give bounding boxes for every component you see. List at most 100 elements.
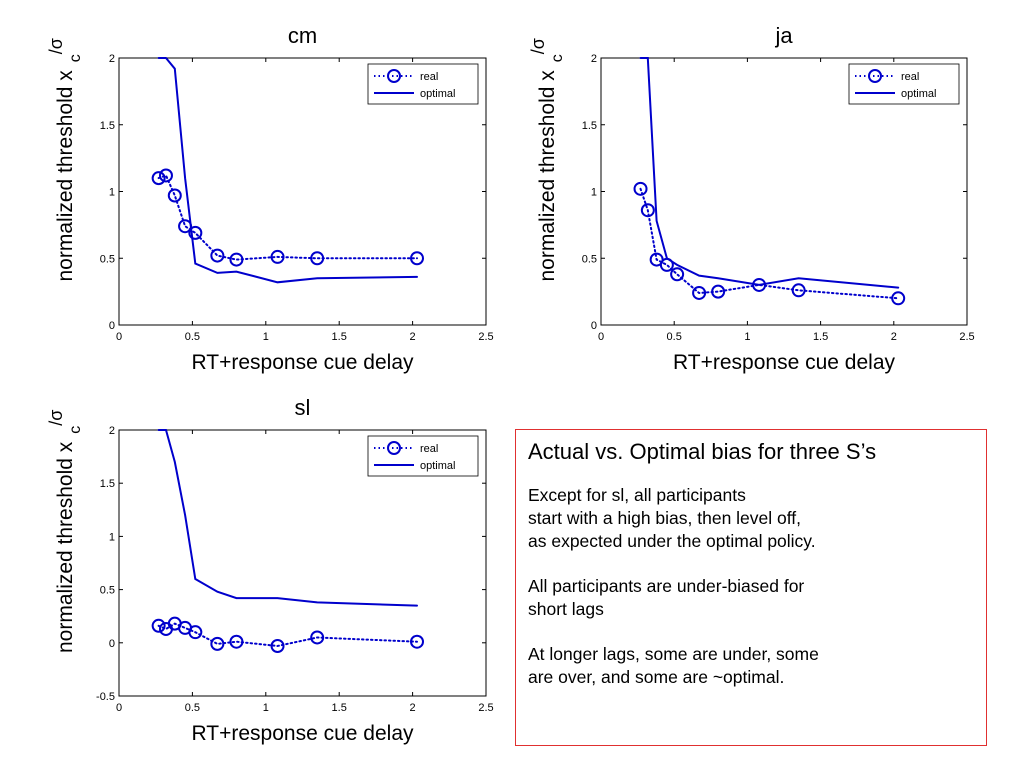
data-point-real — [711, 284, 726, 299]
x-tick-label: 2 — [410, 702, 416, 714]
data-point-real — [633, 181, 648, 196]
x-tick-label: 0.5 — [185, 331, 200, 343]
y-tick-label: 1.5 — [582, 120, 597, 132]
x-tick-label: 2 — [410, 331, 416, 343]
chart-title: sl — [295, 395, 311, 420]
data-point-real — [210, 636, 225, 651]
summary-line: short lags — [528, 599, 604, 619]
chart-title: cm — [288, 23, 317, 48]
y-tick-label: -0.5 — [96, 691, 115, 703]
y-tick-label: 2 — [109, 425, 115, 437]
summary-line: start with a high bias, then level off, — [528, 508, 802, 528]
y-axis-label-sup: /σ — [528, 38, 548, 54]
x-tick-label: 0.5 — [185, 702, 200, 714]
summary-line: Except for sl, all participants — [528, 485, 746, 505]
y-axis-label-main: normalized threshold x — [54, 70, 77, 282]
data-point-real — [188, 225, 203, 240]
data-point-real — [752, 277, 767, 292]
y-tick-label: 0.5 — [582, 253, 597, 265]
x-tick-label: 1 — [263, 702, 269, 714]
data-point-real — [410, 251, 425, 266]
y-tick-label: 0.5 — [100, 253, 115, 265]
summary-heading: Actual vs. Optimal bias for three S’s — [528, 439, 877, 464]
legend-label: optimal — [901, 88, 936, 100]
legend-label: optimal — [420, 460, 455, 472]
legend-label: real — [420, 443, 438, 455]
summary-box: Actual vs. Optimal bias for three S’s Ex… — [515, 429, 987, 746]
x-tick-label: 1.5 — [332, 702, 347, 714]
x-tick-label: 2.5 — [478, 702, 493, 714]
summary-line: All participants are under-biased for — [528, 576, 805, 596]
data-point-real — [167, 188, 182, 203]
x-tick-label: 1 — [744, 331, 750, 343]
y-tick-label: 2 — [109, 53, 115, 65]
data-point-real — [188, 625, 203, 640]
y-axis-label-sub: c — [67, 426, 84, 434]
legend-marker-real — [387, 69, 401, 83]
chart-title: ja — [774, 23, 793, 48]
y-axis-label-main: normalized threshold x — [536, 70, 559, 282]
chart-panel-cm: 0 0.5 1 1.5 2 2.5 0 0.5 1 1.5 2 cm RT+response cue d… — [46, 23, 494, 374]
data-point-real — [410, 634, 425, 649]
y-tick-label: 1.5 — [100, 478, 115, 490]
x-tick-label: 0 — [116, 331, 122, 343]
series-line-real — [639, 187, 900, 300]
plot-frame — [118, 429, 487, 697]
x-tick-label: 1.5 — [332, 331, 347, 343]
x-tick-label: 0 — [598, 331, 604, 343]
data-point-real — [670, 267, 685, 282]
y-tick-label: 0 — [591, 320, 597, 332]
legend-box — [367, 63, 479, 105]
series-line-optimal — [639, 57, 900, 289]
x-tick-label: 2.5 — [959, 331, 974, 343]
x-tick-label: 0 — [116, 702, 122, 714]
legend-marker-real — [387, 441, 401, 455]
summary-line: as expected under the optimal policy. — [528, 531, 816, 551]
data-point-real — [151, 618, 166, 633]
x-tick-label: 0.5 — [667, 331, 682, 343]
y-tick-label: 1 — [109, 187, 115, 199]
series-line-real — [157, 174, 418, 261]
data-point-real — [229, 252, 244, 267]
x-axis-label: RT+response cue delay — [673, 351, 895, 374]
x-tick-label: 2.5 — [478, 331, 493, 343]
y-axis-label-sup: /σ — [46, 38, 66, 54]
summary-line: are over, and some are ~optimal. — [528, 667, 785, 687]
y-axis-label: normalized threshold x c/σ — [46, 410, 84, 653]
x-tick-label: 2 — [891, 331, 897, 343]
legend-label: optimal — [420, 88, 455, 100]
summary-line: At longer lags, some are under, some — [528, 644, 819, 664]
data-point-real — [158, 168, 173, 183]
data-point-real — [229, 634, 244, 649]
data-point-real — [310, 630, 325, 645]
series-line-optimal — [157, 57, 418, 284]
y-axis-label-sub: c — [67, 54, 84, 62]
data-point-real — [310, 251, 325, 266]
y-tick-label: 0.5 — [100, 585, 115, 597]
y-axis-label: normalized threshold x c/σ — [46, 38, 84, 281]
data-point-real — [151, 171, 166, 186]
series-line-optimal — [157, 429, 418, 607]
legend-label: real — [901, 71, 919, 83]
data-point-real — [692, 285, 707, 300]
y-tick-label: 2 — [591, 53, 597, 65]
y-axis-label-main: normalized threshold x — [54, 441, 77, 653]
summary-paragraph-2: All participants are under-biased for sh… — [528, 575, 974, 621]
chart-panel-ja: 0 0.5 1 1.5 2 2.5 0 0.5 1 1.5 2 ja RT+response cue d… — [528, 23, 975, 374]
data-point-real — [891, 291, 906, 306]
summary-paragraph-3: At longer lags, some are under, some are… — [528, 643, 974, 689]
x-tick-label: 1 — [263, 331, 269, 343]
data-point-real — [270, 249, 285, 264]
data-point-real — [270, 638, 285, 653]
summary-paragraph-1: Except for sl, all participants start wi… — [528, 484, 974, 553]
y-axis-label: normalized threshold x c/σ — [528, 38, 566, 281]
x-axis-label: RT+response cue delay — [192, 722, 414, 745]
y-tick-label: 0 — [109, 638, 115, 650]
data-point-real — [210, 248, 225, 263]
y-tick-label: 1 — [109, 531, 115, 543]
data-point-real — [640, 203, 655, 218]
legend-box — [367, 435, 479, 477]
y-axis-label-sub: c — [549, 54, 566, 62]
